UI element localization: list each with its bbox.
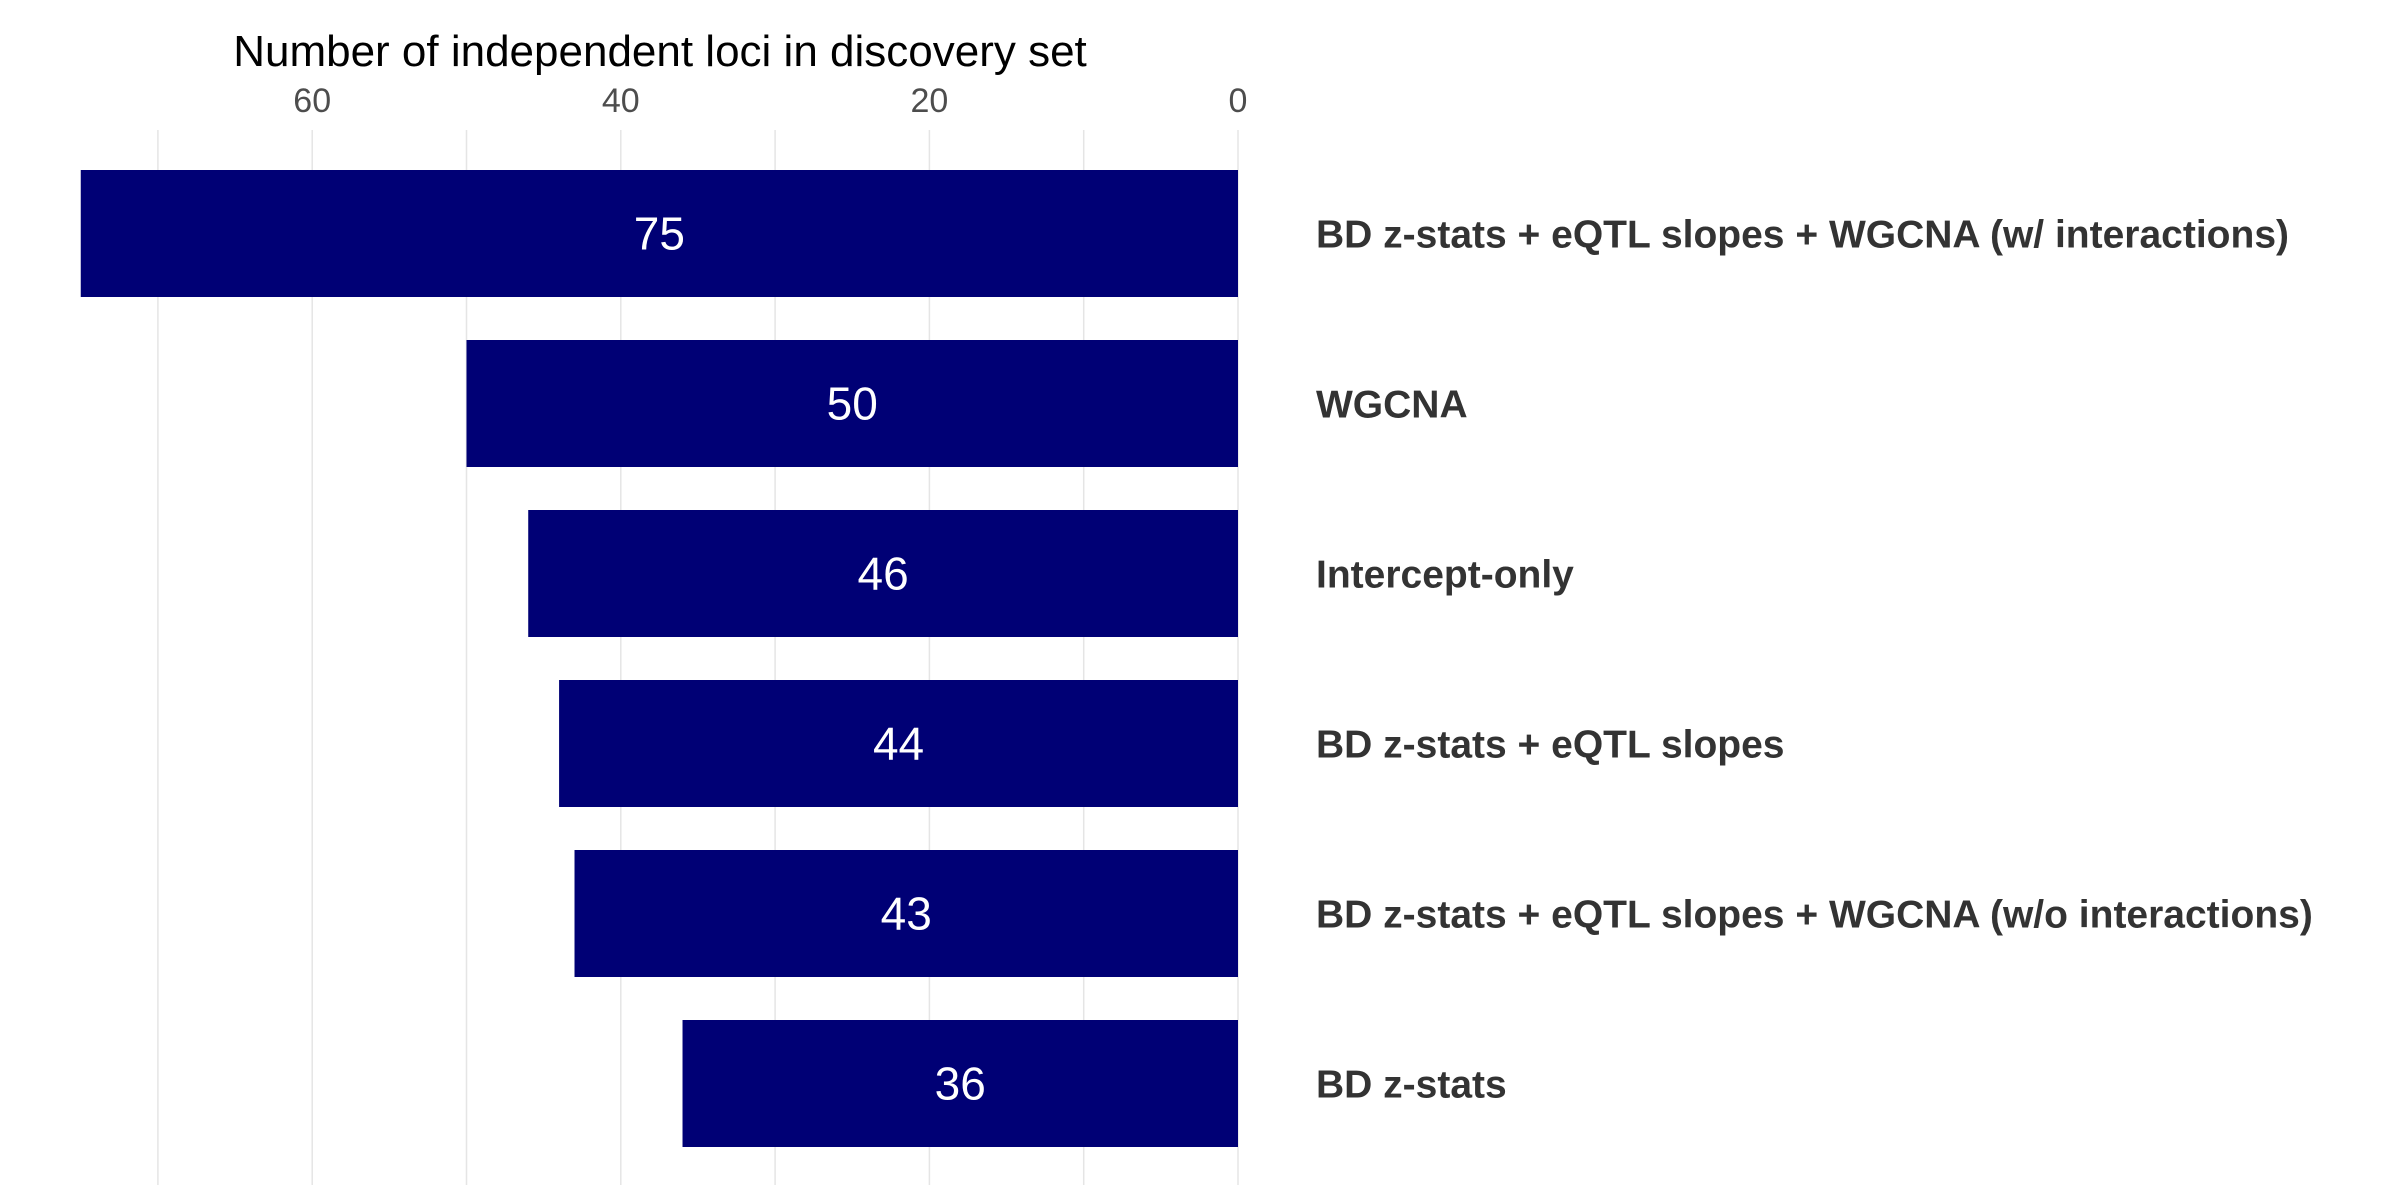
- category-label-2: Intercept-only: [1316, 554, 1574, 597]
- x-tick-label-60: 60: [293, 82, 331, 120]
- x-axis-title: Number of independent loci in discovery …: [233, 27, 1087, 76]
- bar-value-label-0: 75: [634, 208, 685, 260]
- bar-value-label-4: 43: [881, 888, 932, 940]
- category-labels: BD z-stats + eQTL slopes + WGCNA (w/ int…: [1316, 214, 2313, 1107]
- x-axis-ticks: 60 40 20 0: [293, 82, 1247, 120]
- bar-value-label-2: 46: [858, 548, 909, 600]
- bar-5: [682, 1020, 1238, 1147]
- bar-0: [80, 170, 1238, 297]
- category-label-3: BD z-stats + eQTL slopes: [1316, 724, 1785, 767]
- bars: 75 50 46 44 43 36: [80, 170, 1238, 1147]
- category-label-5: BD z-stats: [1316, 1064, 1507, 1107]
- grid-lines: [157, 130, 1239, 1185]
- bar-4: [574, 850, 1238, 977]
- category-label-1: WGCNA: [1316, 384, 1468, 427]
- x-tick-label-40: 40: [602, 82, 640, 120]
- category-label-0: BD z-stats + eQTL slopes + WGCNA (w/ int…: [1316, 214, 2289, 257]
- x-tick-label-20: 20: [910, 82, 948, 120]
- bar-2: [528, 510, 1238, 637]
- bar-value-label-5: 36: [935, 1058, 986, 1110]
- x-tick-label-0: 0: [1229, 82, 1248, 120]
- bar-value-label-3: 44: [873, 718, 924, 770]
- category-label-4: BD z-stats + eQTL slopes + WGCNA (w/o in…: [1316, 894, 2313, 937]
- bar-value-label-1: 50: [827, 378, 878, 430]
- bar-1: [466, 340, 1238, 467]
- bar-3: [559, 680, 1238, 807]
